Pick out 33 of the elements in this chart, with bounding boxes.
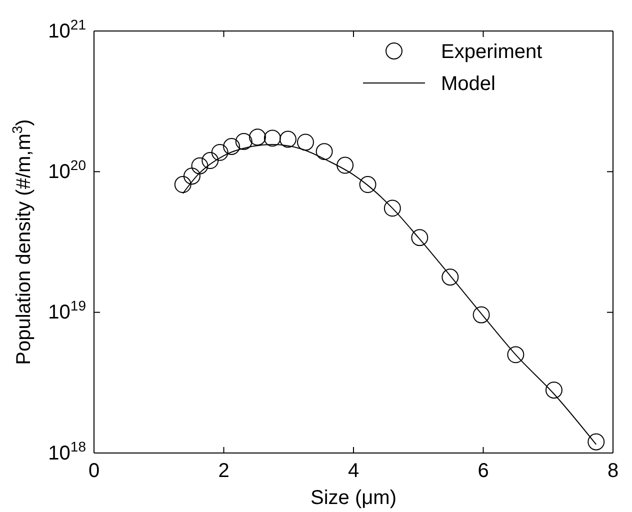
point (191, 157, 208, 174)
point (279, 130, 296, 148)
point (411, 229, 428, 246)
x-tick-label: 0 (88, 460, 100, 482)
point (223, 138, 240, 155)
point (297, 134, 314, 151)
y-tick-label: 10$^{19}$ (48, 298, 86, 324)
x-tick-label: 6 (478, 460, 489, 482)
legend-label: Experiment (441, 41, 543, 63)
point (336, 156, 354, 174)
point (174, 176, 192, 194)
x-tick-label: 2 (218, 460, 230, 482)
point (249, 128, 266, 146)
x-axis-title: Size (μm) (310, 487, 396, 509)
x-tick-label: 8 (607, 460, 619, 482)
legend-label: Model (441, 73, 496, 95)
y-tick-label: 10$^{20}$ (48, 157, 86, 184)
point (384, 200, 401, 217)
point (183, 168, 200, 185)
point (359, 176, 376, 194)
point (264, 130, 281, 147)
point (507, 346, 524, 364)
point (316, 143, 333, 160)
y-tick-label: 10$^{18}$ (48, 438, 86, 464)
y-tick-label: 10$^{21}$ (48, 16, 86, 42)
point (202, 152, 219, 169)
point (472, 306, 490, 324)
x-tick-label: 4 (348, 460, 360, 482)
point (545, 382, 562, 399)
point (211, 144, 228, 161)
point (588, 433, 605, 450)
point (235, 132, 252, 150)
point (442, 268, 459, 286)
